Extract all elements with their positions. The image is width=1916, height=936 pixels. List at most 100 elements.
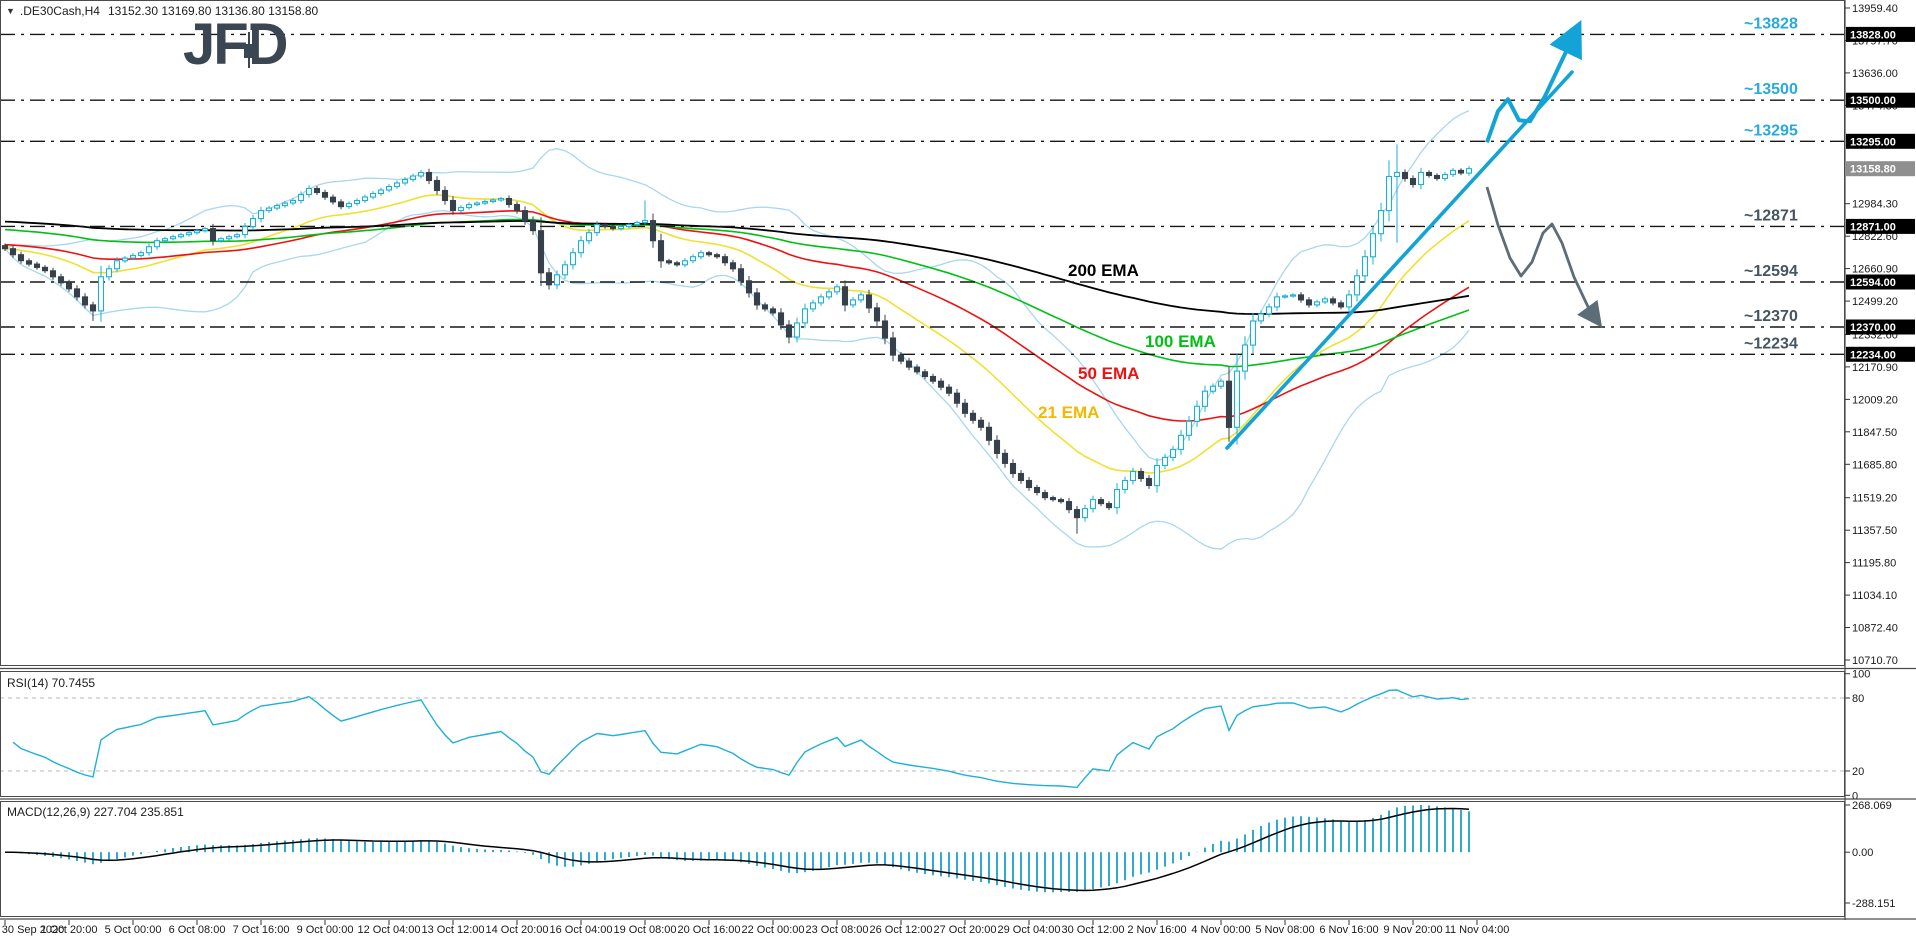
candle-body — [433, 179, 441, 192]
candle-body — [505, 197, 513, 206]
level-label-12370: ~12370 — [1744, 308, 1798, 325]
time-axis-label: 30 Sep 2020 — [2, 924, 64, 936]
candle-body — [1265, 306, 1273, 315]
candle-body — [1017, 472, 1025, 482]
candle-body — [921, 371, 929, 378]
macd-indicator-label: MACD(12,26,9) 227.704 235.851 — [7, 805, 184, 819]
rsi-axis-label: 20 — [1852, 766, 1864, 778]
level-label-13295: ~13295 — [1744, 122, 1798, 139]
candle-body — [721, 256, 729, 264]
panel-border — [0, 671, 1845, 797]
candle-body — [473, 202, 481, 206]
level-price-badge-bg — [1846, 346, 1915, 362]
candle-body — [1041, 492, 1049, 499]
level-price-badge-text: 12370.00 — [1850, 322, 1896, 334]
level-price-badge-text: 13500.00 — [1850, 95, 1896, 107]
time-axis-label: 6 Nov 16:00 — [1319, 924, 1378, 936]
candle-body — [1337, 302, 1345, 308]
candle-body — [1225, 380, 1233, 428]
candle-body — [305, 187, 313, 196]
time-axis-label: 12 Oct 04:00 — [358, 924, 421, 936]
candle-body — [281, 202, 289, 207]
time-axis-label: 29 Oct 04:00 — [998, 924, 1061, 936]
chevron-down-icon[interactable]: ▼ — [6, 6, 15, 16]
level-price-badge: 12234.00 — [1846, 346, 1915, 362]
ema100-label: 100 EMA — [1145, 332, 1216, 351]
candle-body — [913, 366, 921, 373]
current-price-badge: 13158.80 — [1846, 161, 1915, 177]
candle-body — [337, 201, 345, 208]
candle-body — [97, 276, 105, 312]
candle-body — [1321, 298, 1329, 303]
candle-body — [929, 375, 937, 382]
time-axis-label: 20 Oct 16:00 — [678, 924, 741, 936]
candle-body — [1377, 210, 1385, 235]
candle-body — [1401, 171, 1409, 180]
candle-body — [617, 226, 625, 230]
rsi-indicator-label: RSI(14) 70.7455 — [7, 676, 96, 690]
candle-body — [1217, 380, 1225, 387]
candle-body — [729, 262, 737, 270]
candle-body — [1257, 313, 1265, 322]
candle-body — [849, 299, 857, 306]
level-price-badge: 13828.00 — [1846, 26, 1915, 42]
level-price-badge-bg — [1846, 92, 1915, 108]
symbol-name: .DE30Cash,H4 — [19, 4, 100, 18]
candle-body — [105, 268, 113, 278]
level-price-badge: 13295.00 — [1846, 133, 1915, 149]
candle-body — [905, 360, 913, 368]
time-axis-label: 26 Oct 12:00 — [870, 924, 933, 936]
ema50-line — [4, 210, 1470, 422]
level-price-badge-bg — [1846, 218, 1915, 234]
candle-body — [257, 210, 265, 220]
candle-body — [1177, 434, 1185, 450]
level-price-badge: 12370.00 — [1846, 319, 1915, 335]
level-price-badge-text: 12234.00 — [1850, 349, 1896, 361]
candle-body — [417, 171, 425, 177]
candle-body — [1193, 405, 1201, 422]
macd-axis-label: 0.00 — [1852, 847, 1873, 859]
price-axis-tick-label: 11034.10 — [1852, 590, 1897, 602]
candle-body — [441, 189, 449, 202]
candle-body — [985, 426, 993, 441]
rsi-panel: 100 80 20 0 — [0, 669, 1870, 802]
candle-body — [1169, 448, 1177, 458]
candle-body — [1105, 503, 1113, 509]
candle-body — [1113, 488, 1121, 509]
candle-body — [9, 248, 17, 256]
time-axis-label: 11 Nov 04:00 — [1445, 924, 1510, 936]
candle-body — [1121, 479, 1129, 491]
time-axis-label: 7 Oct 16:00 — [233, 924, 290, 936]
candle-body — [553, 274, 561, 286]
candle-body — [649, 220, 657, 242]
candle-body — [825, 291, 833, 298]
current-price-badge-text: 13158.80 — [1850, 164, 1896, 176]
candle-body — [249, 218, 257, 228]
candle-body — [265, 207, 273, 212]
candle-body — [385, 185, 393, 191]
candle-body — [745, 280, 753, 294]
candle-body — [881, 320, 889, 339]
level-label-13500: ~13500 — [1744, 81, 1798, 98]
candle-body — [1305, 299, 1313, 306]
macd-panel: 268.069 0.00 -288.151 — [4, 800, 1895, 910]
candle-body — [841, 286, 849, 306]
candle-body — [761, 304, 769, 310]
candle-body — [137, 252, 145, 256]
time-axis-label: 14 Oct 20:00 — [486, 924, 549, 936]
time-axis-label: 30 Oct 12:00 — [1062, 924, 1125, 936]
candle-body — [377, 189, 385, 195]
candle-body — [737, 268, 745, 282]
price-axis-tick-label: 12170.90 — [1852, 362, 1898, 374]
candle-body — [177, 234, 185, 238]
candle-body — [289, 199, 297, 204]
candle-body — [225, 236, 233, 240]
candle-body — [193, 230, 201, 234]
candle-body — [457, 207, 465, 212]
level-price-badge-text: 13295.00 — [1850, 136, 1896, 148]
candle-body — [1425, 171, 1433, 177]
candle-body — [41, 266, 49, 272]
candle-body — [1457, 169, 1465, 174]
candle-body — [153, 240, 161, 248]
